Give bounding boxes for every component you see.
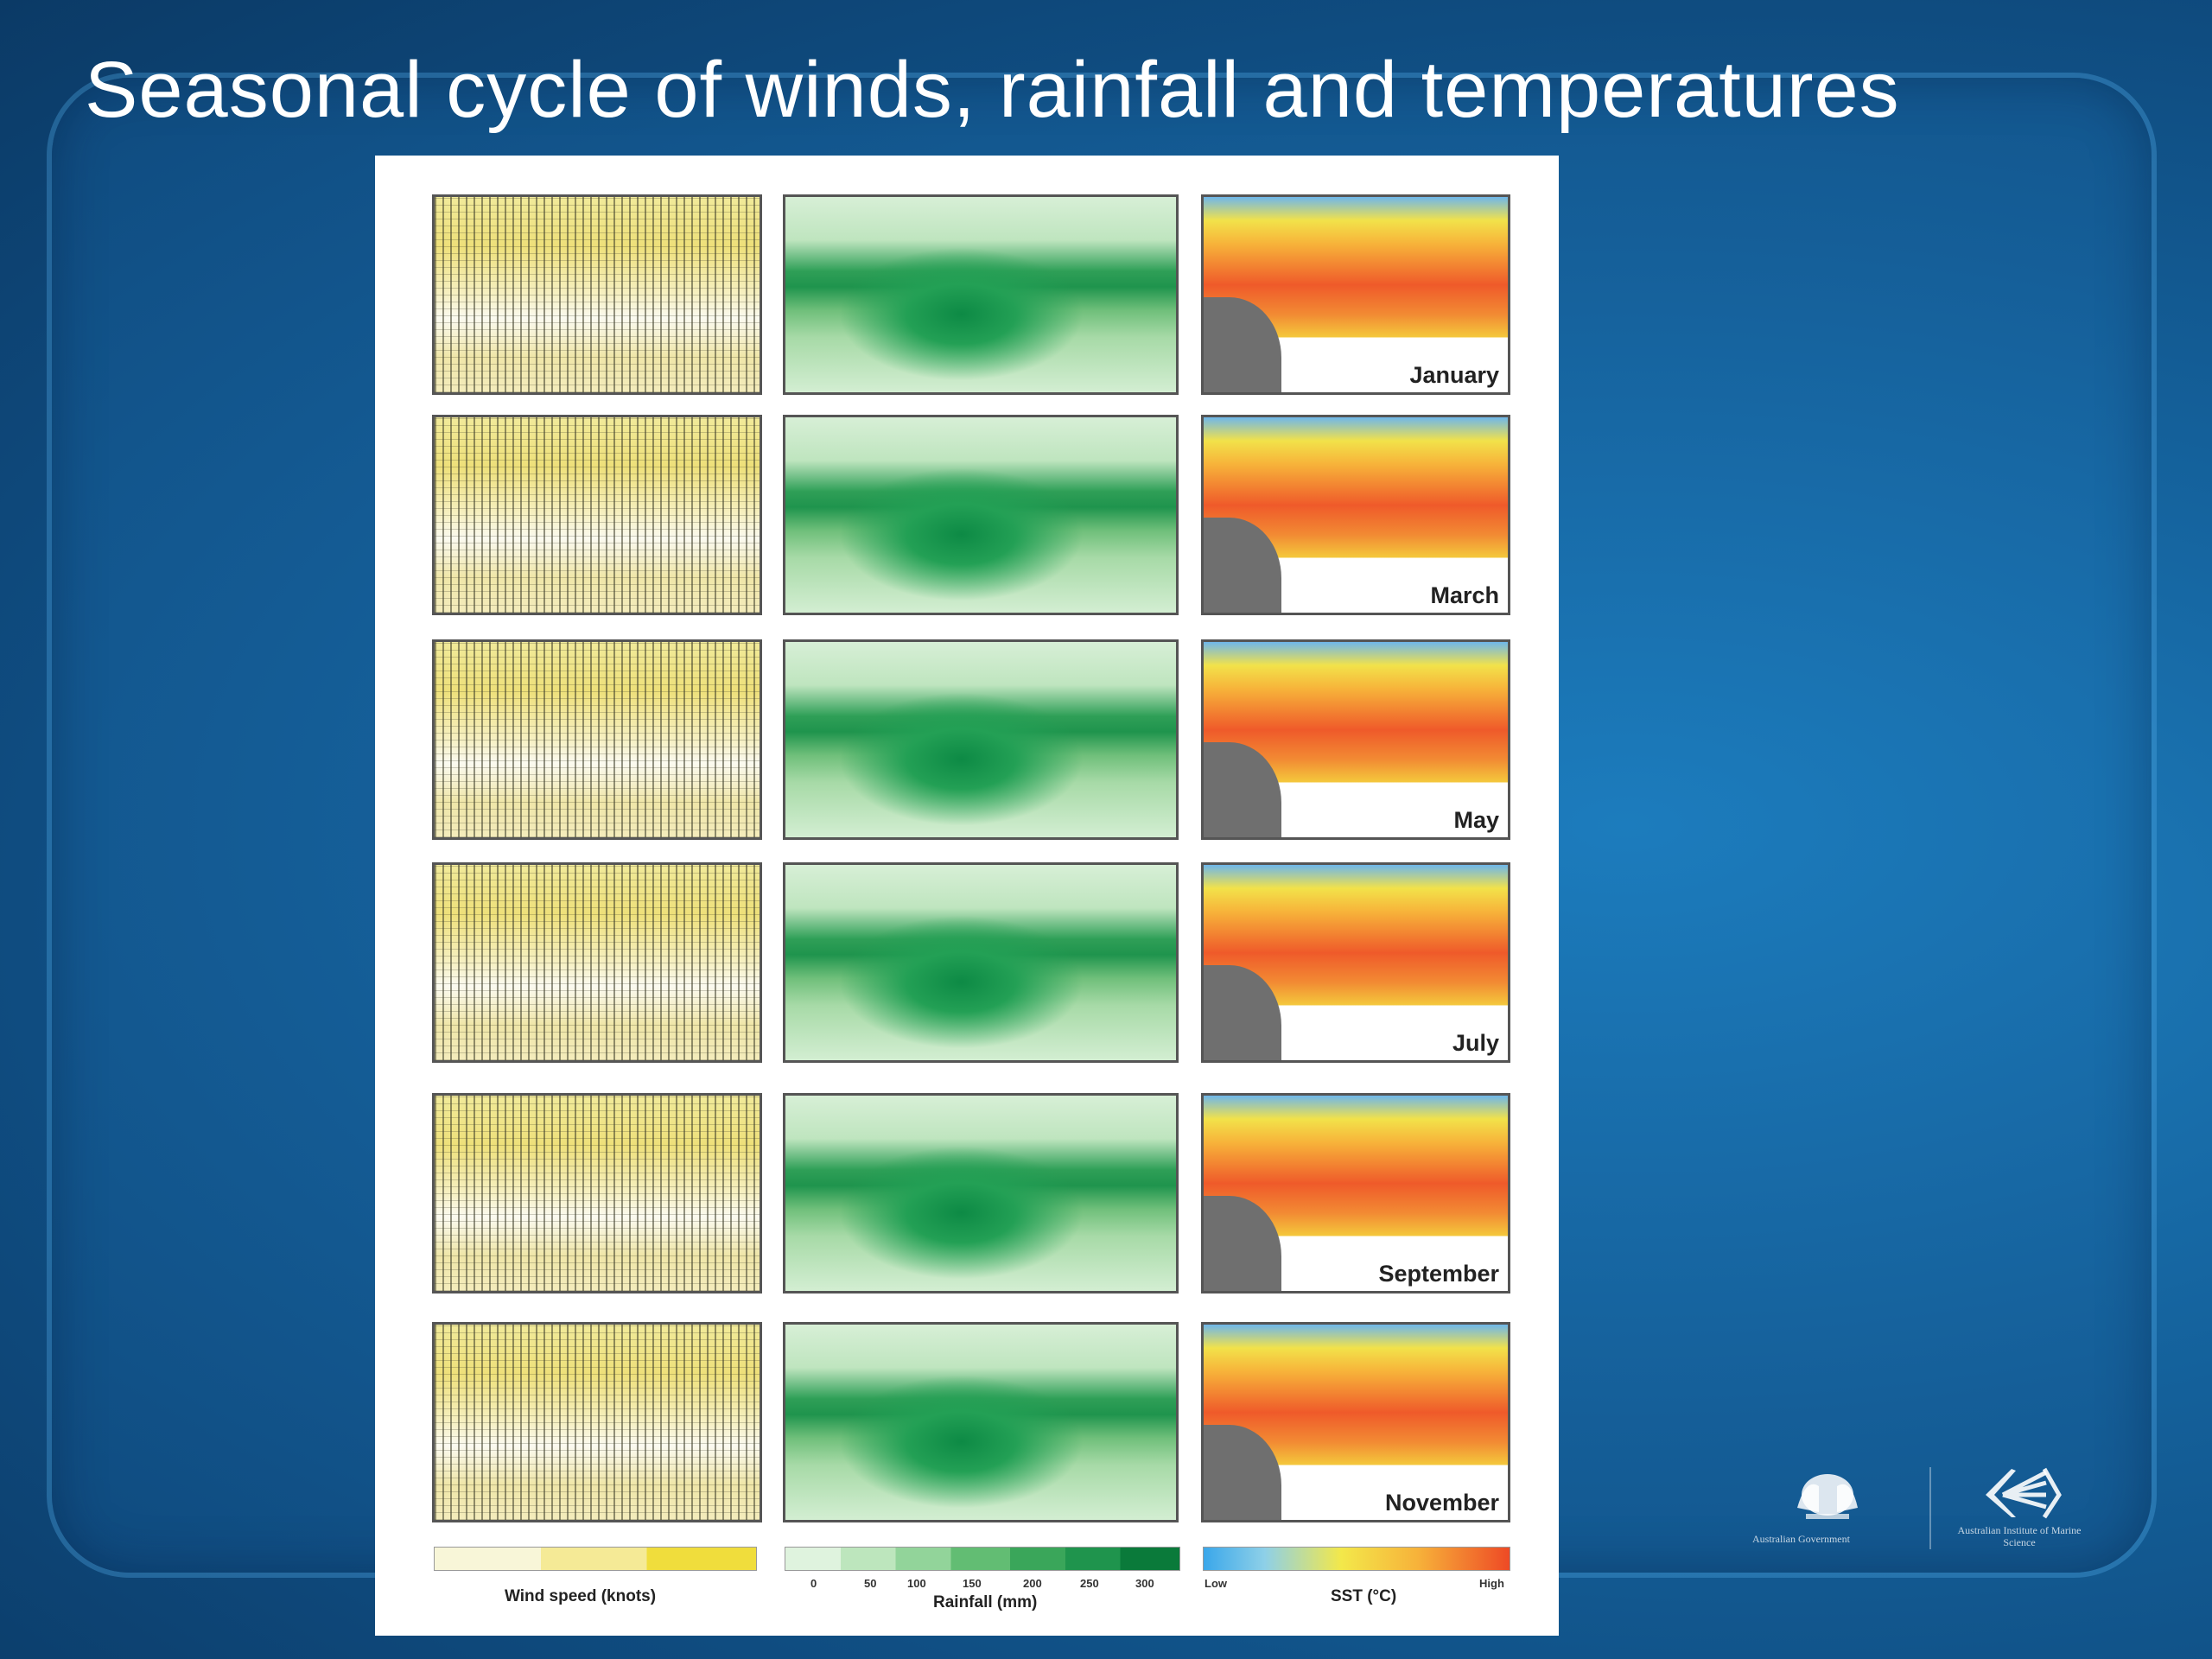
sst-map: July [1201, 862, 1510, 1063]
rainfall-map [783, 194, 1179, 395]
aims-logo: Australian Institute of Marine Science [1951, 1460, 2089, 1555]
wind-map [432, 639, 762, 840]
rainfall-map [783, 862, 1179, 1063]
rainfall-colorbar [785, 1547, 1180, 1571]
wind-speed-colorbar [434, 1547, 757, 1571]
wind-map [432, 415, 762, 615]
rain-tick-0: 0 [810, 1577, 817, 1590]
aims-fish-icon [1986, 1467, 2062, 1519]
rainfall-legend-label: Rainfall (mm) [933, 1593, 1038, 1611]
sst-low-label: Low [1205, 1577, 1227, 1590]
australia-landmass [1204, 742, 1281, 837]
sst-map: November [1201, 1322, 1510, 1522]
sst-high-label: High [1479, 1577, 1504, 1590]
rain-tick-250: 250 [1080, 1577, 1099, 1590]
sst-map: May [1201, 639, 1510, 840]
wind-legend-label: Wind speed (knots) [505, 1587, 657, 1605]
australia-landmass [1204, 1425, 1281, 1520]
month-label: May [1453, 807, 1499, 833]
wind-map [432, 1093, 762, 1294]
month-label: January [1409, 362, 1499, 388]
coat-of-arms-icon [1797, 1474, 1858, 1519]
rainfall-map [783, 415, 1179, 615]
rain-tick-200: 200 [1023, 1577, 1042, 1590]
climate-figure: January March May July September November Win… [375, 156, 1559, 1636]
rainfall-map [783, 1093, 1179, 1294]
rainfall-map [783, 639, 1179, 840]
wind-map [432, 862, 762, 1063]
aims-text: Australian Institute of Marine Science [1957, 1524, 2082, 1548]
australian-government-text: Australian Government [1752, 1533, 1850, 1545]
sst-legend-label: SST (°C) [1331, 1587, 1397, 1605]
sst-map: January [1201, 194, 1510, 395]
logo-divider [1929, 1467, 1931, 1549]
rain-tick-50: 50 [864, 1577, 877, 1590]
month-label: September [1378, 1261, 1499, 1287]
month-label: March [1430, 582, 1499, 608]
australia-landmass [1204, 297, 1281, 392]
australia-landmass [1204, 518, 1281, 613]
slide-title: Seasonal cycle of winds, rainfall and te… [85, 46, 1900, 134]
sst-colorbar [1203, 1547, 1510, 1571]
month-label: July [1452, 1030, 1499, 1056]
sst-map: September [1201, 1093, 1510, 1294]
sst-map: March [1201, 415, 1510, 615]
wind-map [432, 194, 762, 395]
rainfall-map [783, 1322, 1179, 1522]
rain-tick-300: 300 [1135, 1577, 1154, 1590]
australia-landmass [1204, 1196, 1281, 1291]
rain-tick-150: 150 [963, 1577, 982, 1590]
australia-landmass [1204, 965, 1281, 1060]
rain-tick-100: 100 [907, 1577, 926, 1590]
wind-map [432, 1322, 762, 1522]
month-label: November [1384, 1490, 1499, 1516]
australian-government-logo: Australian Government [1745, 1460, 1918, 1555]
